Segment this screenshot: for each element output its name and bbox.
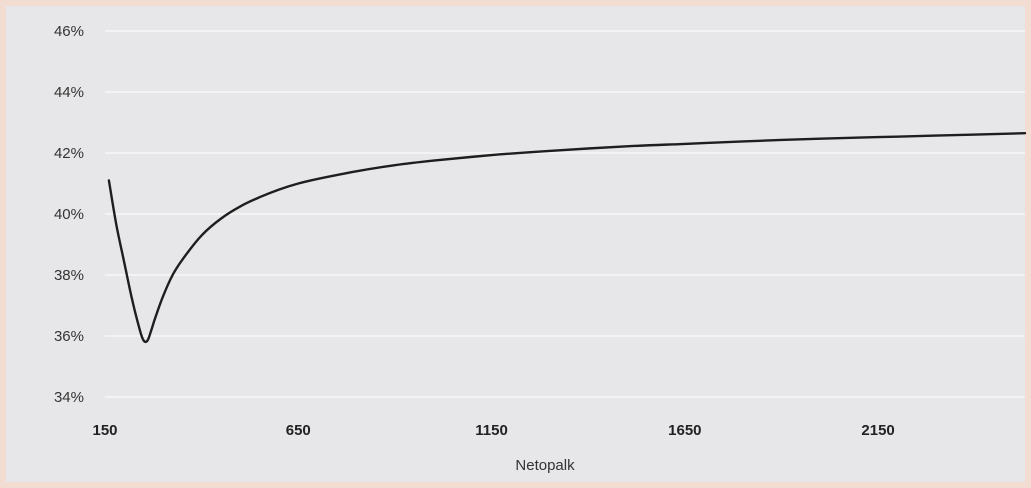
- gridlines: [105, 30, 1025, 398]
- x-tick-label: 650: [286, 422, 311, 439]
- y-tick-label: 42%: [54, 145, 84, 162]
- chart-panel: [6, 6, 1025, 482]
- y-axis-ticks: 34% 36% 38% 40% 42% 44% 46%: [54, 23, 84, 406]
- y-tick-label: 38%: [54, 267, 84, 284]
- x-tick-label: 150: [92, 422, 117, 439]
- x-tick-label: 2150: [861, 422, 894, 439]
- x-tick-label: 1650: [668, 422, 701, 439]
- y-tick-label: 36%: [54, 328, 84, 345]
- y-tick-label: 44%: [54, 84, 84, 101]
- x-tick-label: 1150: [475, 422, 508, 439]
- x-axis-ticks: 150 650 1150 1650 2150: [92, 422, 894, 439]
- y-tick-label: 34%: [54, 389, 84, 406]
- y-tick-label: 46%: [54, 23, 84, 40]
- x-axis-title: Netopalk: [515, 457, 575, 474]
- y-tick-label: 40%: [54, 206, 84, 223]
- series-line: [107, 132, 1027, 344]
